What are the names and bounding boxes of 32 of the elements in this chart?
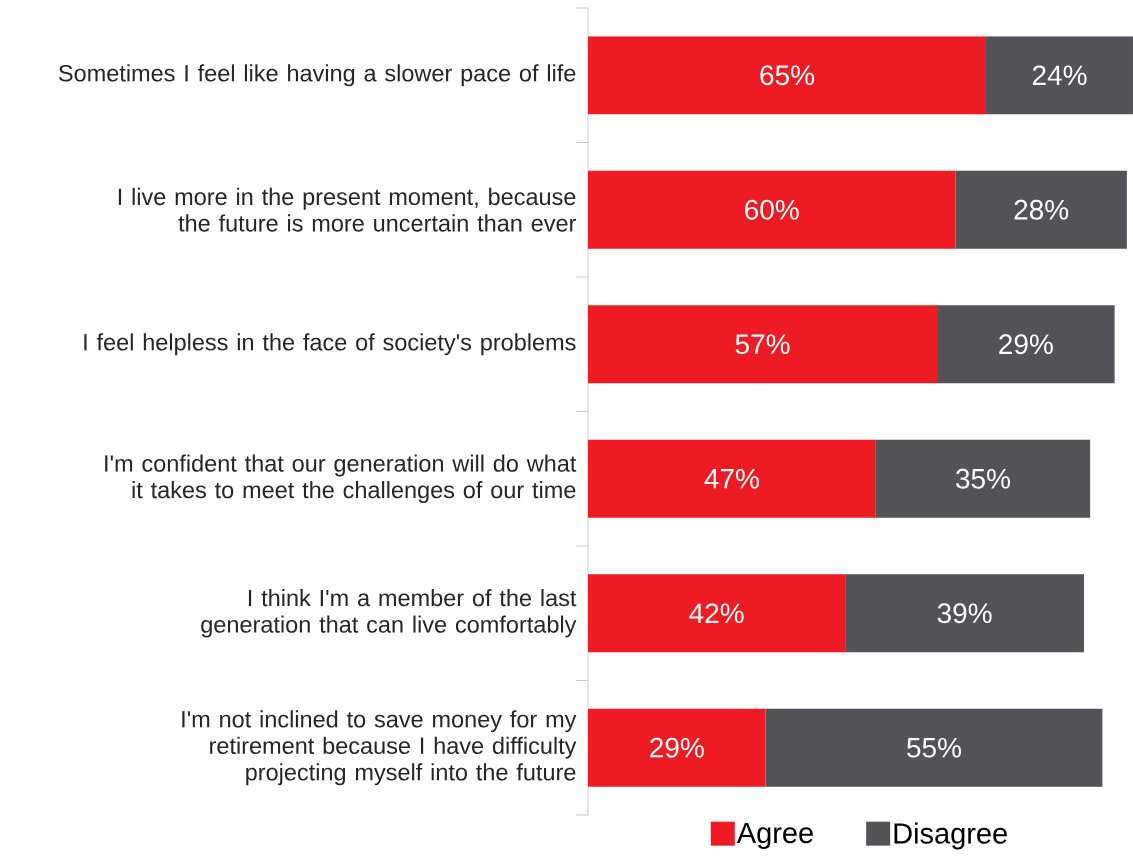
bar <box>588 574 846 653</box>
data-label: 65% <box>760 65 815 86</box>
y-tick-label: I live more in the present moment, because the future is more uncertain than ever <box>118 187 576 232</box>
data-label: 28% <box>1014 199 1069 220</box>
bar <box>765 708 1103 787</box>
data-label: 57% <box>735 334 790 355</box>
bar <box>955 170 1127 249</box>
data-label: 24% <box>1032 65 1087 86</box>
bar <box>588 36 987 115</box>
bar <box>588 305 938 384</box>
bar <box>986 36 1133 115</box>
data-label: 42% <box>689 603 744 624</box>
legend-label: Agree <box>736 822 813 849</box>
data-label: 55% <box>907 737 961 758</box>
bar <box>937 305 1115 384</box>
bar <box>845 574 1084 653</box>
bar <box>588 708 766 787</box>
y-tick-label: I'm not inclined to save money for my retirement because I have difficulty projecting myself into the future <box>182 710 577 786</box>
y-tick-label: I think I'm a member of the last generation that can live comfortably <box>201 589 577 638</box>
data-label: 35% <box>956 468 1010 489</box>
y-tick-label: Sometimes I feel like having a slower pace of life <box>59 64 576 87</box>
data-label: 29% <box>999 334 1053 355</box>
data-label: 29% <box>650 737 704 758</box>
legend-label: Disagree <box>894 822 1007 850</box>
bar <box>588 170 956 249</box>
bar <box>875 439 1091 518</box>
bar <box>588 439 876 518</box>
data-label: 39% <box>937 603 992 624</box>
data-label: 47% <box>704 468 759 489</box>
data-label: 60% <box>745 199 799 220</box>
y-tick-label: I'm confident that our generation will do what it takes to meet the challenges of our time <box>105 454 577 503</box>
y-tick-label: I feel helpless in the face of society's problems <box>84 333 576 356</box>
